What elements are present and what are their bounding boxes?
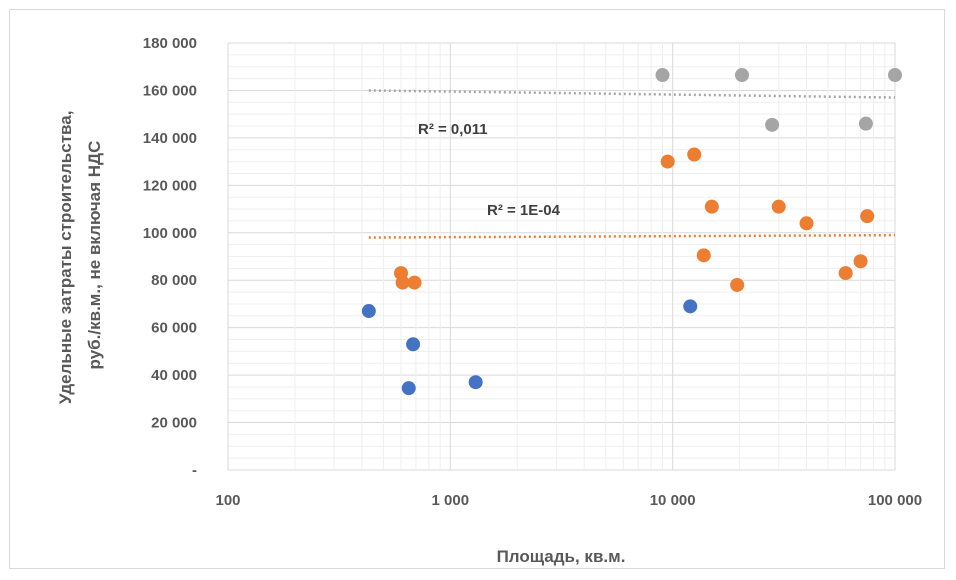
r-squared-label-series-2: R² = 0,011 (418, 121, 488, 138)
data-point-series-1 (838, 266, 853, 281)
data-point-series-1 (860, 209, 875, 224)
data-point-series-1 (704, 199, 719, 214)
x-tick-label: 100 (215, 492, 240, 509)
y-tick-label: 40 000 (151, 367, 197, 384)
data-point-series-0 (683, 299, 698, 314)
data-point-series-1 (407, 275, 422, 290)
y-axis-title-line-1: Удельные затраты строительства, (56, 111, 75, 405)
y-tick-label: 160 000 (143, 82, 197, 99)
data-point-series-0 (361, 304, 376, 319)
y-tick-label: 180 000 (143, 35, 197, 52)
x-tick-labels: 100 1 000 10 000 100 000 (215, 492, 922, 509)
y-tick-labels: - 20 000 40 000 60 000 80 000 100 000 120 000 1… (143, 35, 197, 479)
data-point-series-0 (406, 337, 421, 352)
y-tick-label: 120 000 (143, 177, 197, 194)
trendline-1 (368, 233, 896, 239)
x-axis-title: Площадь, кв.м. (497, 547, 626, 566)
data-points (361, 68, 902, 396)
data-point-series-1 (696, 248, 711, 263)
trendline-2 (368, 89, 896, 99)
y-tick-label: 20 000 (151, 415, 197, 432)
grid (227, 42, 896, 471)
data-point-series-1 (771, 199, 786, 214)
data-point-series-2 (765, 117, 780, 132)
x-tick-label: 10 000 (650, 492, 696, 509)
data-point-series-0 (468, 375, 483, 390)
data-point-series-1 (730, 277, 745, 292)
data-point-series-0 (401, 381, 416, 396)
y-tick-label: - (192, 462, 197, 479)
y-tick-label: 100 000 (143, 225, 197, 242)
data-point-series-1 (660, 154, 675, 169)
x-tick-label: 1 000 (432, 492, 470, 509)
data-point-series-1 (853, 254, 868, 269)
y-tick-label: 60 000 (151, 320, 197, 337)
y-axis-title: Удельные затраты строительства, руб./кв.… (56, 106, 104, 404)
y-tick-label: 140 000 (143, 130, 197, 147)
data-point-series-1 (799, 216, 814, 231)
y-axis-title-line-2: руб./кв.м., не включая НДС (85, 141, 104, 370)
r-squared-labels: R² = 1E-04 R² = 0,011 (418, 121, 561, 219)
r-squared-label-series-1: R² = 1E-04 (487, 202, 561, 219)
trendlines (368, 89, 896, 239)
data-point-series-2 (655, 68, 670, 83)
data-point-series-1 (687, 147, 702, 162)
data-point-series-2 (888, 68, 902, 83)
y-tick-label: 80 000 (151, 272, 197, 289)
data-point-series-2 (858, 116, 873, 131)
data-point-series-1 (395, 275, 410, 290)
data-point-series-2 (734, 68, 749, 83)
x-tick-label: 100 000 (868, 492, 922, 509)
